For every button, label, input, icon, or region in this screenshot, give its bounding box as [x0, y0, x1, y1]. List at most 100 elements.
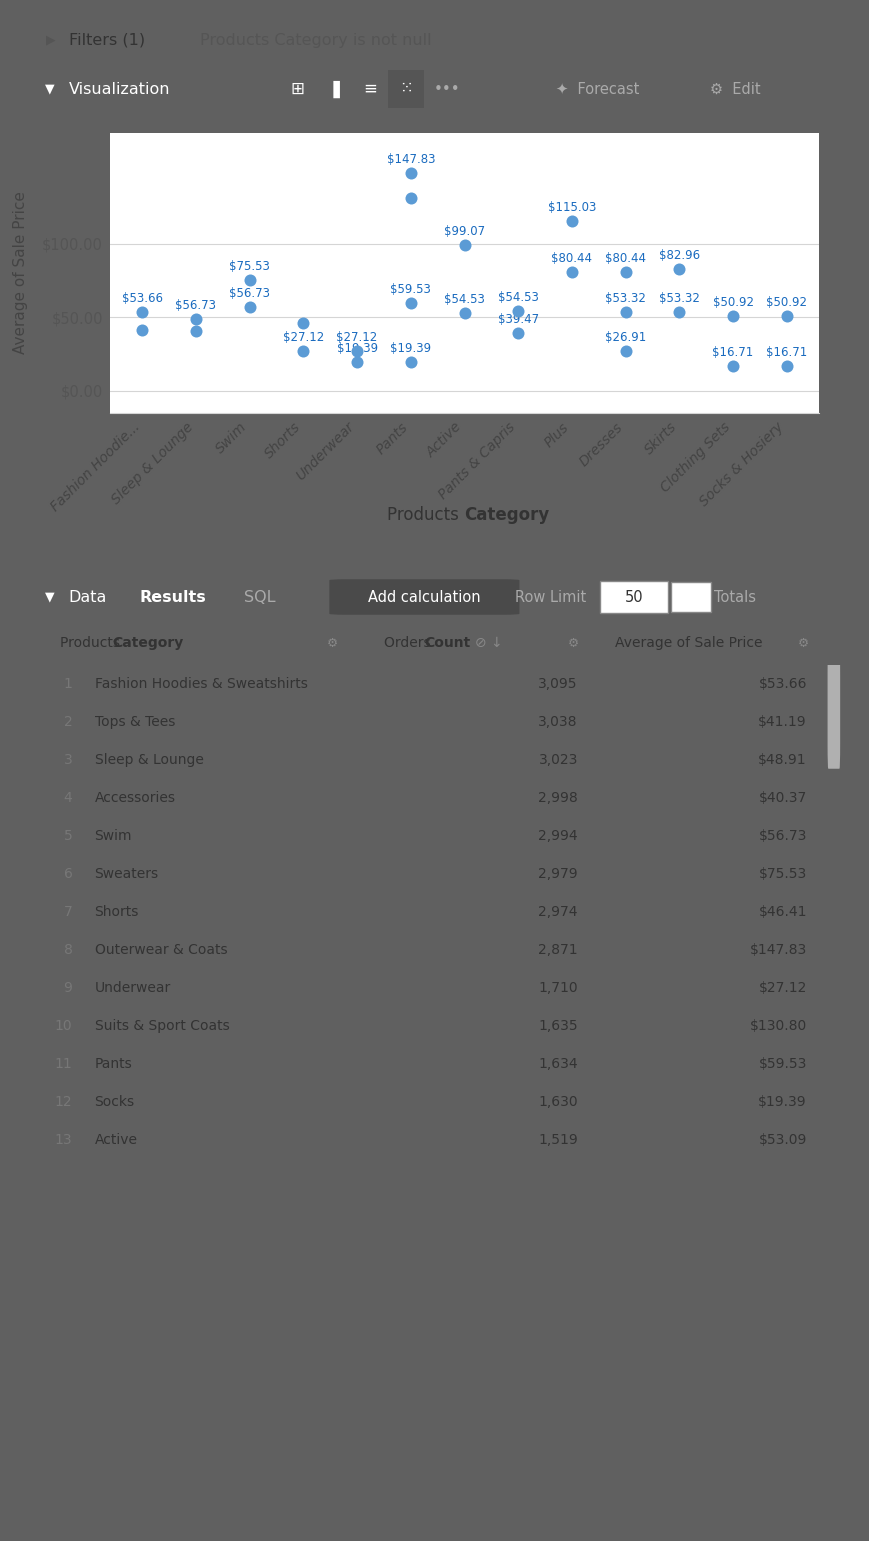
- Text: Suits & Sport Coats: Suits & Sport Coats: [95, 1019, 229, 1032]
- Text: 1: 1: [63, 676, 72, 690]
- Text: 3,038: 3,038: [539, 715, 578, 729]
- Text: $99.07: $99.07: [444, 225, 485, 237]
- Text: 6: 6: [63, 868, 72, 881]
- Text: $53.66: $53.66: [122, 291, 163, 305]
- Point: [136, 317, 149, 342]
- Text: Active: Active: [95, 1133, 137, 1147]
- Point: [189, 319, 202, 344]
- Text: $27.12: $27.12: [282, 331, 324, 344]
- Text: ⁙: ⁙: [399, 80, 413, 99]
- Point: [296, 339, 310, 364]
- Point: [511, 299, 525, 324]
- Point: [404, 160, 418, 185]
- Text: $54.53: $54.53: [498, 291, 539, 304]
- Text: 50: 50: [625, 590, 644, 604]
- Text: 3,095: 3,095: [539, 676, 578, 690]
- Point: [458, 300, 472, 325]
- Text: $53.32: $53.32: [605, 293, 646, 305]
- Text: $53.09: $53.09: [759, 1133, 807, 1147]
- Point: [458, 233, 472, 257]
- Point: [619, 339, 633, 364]
- Text: 1,519: 1,519: [538, 1133, 578, 1147]
- Text: Filters (1): Filters (1): [69, 32, 145, 48]
- Text: $16.71: $16.71: [766, 347, 807, 359]
- Text: Category: Category: [465, 505, 550, 524]
- Text: 2,994: 2,994: [538, 829, 578, 843]
- Text: $56.73: $56.73: [176, 299, 216, 311]
- Text: Sweaters: Sweaters: [95, 868, 159, 881]
- FancyBboxPatch shape: [329, 579, 520, 615]
- Text: $53.32: $53.32: [659, 293, 700, 305]
- Text: 7: 7: [63, 905, 72, 918]
- Text: $40.37: $40.37: [759, 791, 807, 804]
- Text: Fashion Hoodies & Sweatshirts: Fashion Hoodies & Sweatshirts: [95, 676, 308, 690]
- Text: $80.44: $80.44: [552, 253, 593, 265]
- Text: $48.91: $48.91: [759, 754, 807, 767]
- Text: Tops & Tees: Tops & Tees: [95, 715, 175, 729]
- FancyBboxPatch shape: [827, 650, 840, 769]
- Text: ⊘ ↓: ⊘ ↓: [475, 636, 503, 650]
- Text: Results: Results: [139, 590, 206, 604]
- Text: $115.03: $115.03: [547, 202, 596, 214]
- Text: $39.47: $39.47: [498, 313, 539, 325]
- Point: [619, 260, 633, 285]
- Text: Orders: Orders: [384, 636, 435, 650]
- Text: 8: 8: [63, 943, 72, 957]
- Point: [404, 291, 418, 316]
- Text: Category: Category: [112, 636, 183, 650]
- Text: ✦  Forecast: ✦ Forecast: [556, 82, 640, 97]
- Text: 1,710: 1,710: [538, 982, 578, 995]
- Point: [136, 299, 149, 324]
- Text: $59.53: $59.53: [390, 284, 431, 296]
- Text: 2,998: 2,998: [538, 791, 578, 804]
- Text: ▼: ▼: [44, 83, 54, 96]
- Point: [350, 350, 364, 374]
- Point: [779, 304, 793, 328]
- Text: $27.12: $27.12: [336, 331, 378, 344]
- Text: ≡: ≡: [363, 80, 377, 99]
- Text: $16.71: $16.71: [713, 347, 753, 359]
- Text: ⚙: ⚙: [799, 636, 809, 649]
- Text: $75.53: $75.53: [759, 868, 807, 881]
- Text: 3: 3: [63, 754, 72, 767]
- Text: $54.53: $54.53: [444, 293, 485, 305]
- Point: [619, 300, 633, 325]
- Text: $147.83: $147.83: [750, 943, 807, 957]
- Text: $19.39: $19.39: [336, 342, 378, 356]
- Point: [404, 186, 418, 211]
- Text: $26.91: $26.91: [605, 331, 647, 344]
- Point: [565, 210, 579, 234]
- Text: Data: Data: [69, 590, 107, 604]
- Text: Shorts: Shorts: [95, 905, 139, 918]
- Text: 1,634: 1,634: [538, 1057, 578, 1071]
- Text: 1,630: 1,630: [538, 1096, 578, 1110]
- Point: [189, 307, 202, 331]
- Text: 9: 9: [63, 982, 72, 995]
- Text: $19.39: $19.39: [390, 342, 431, 356]
- Text: 12: 12: [55, 1096, 72, 1110]
- Text: 2,974: 2,974: [539, 905, 578, 918]
- Text: $50.92: $50.92: [713, 296, 753, 308]
- FancyBboxPatch shape: [600, 581, 668, 613]
- Text: 5: 5: [63, 829, 72, 843]
- Text: 11: 11: [55, 1057, 72, 1071]
- Text: Underwear: Underwear: [95, 982, 171, 995]
- Text: Visualization: Visualization: [69, 82, 170, 97]
- Text: Accessories: Accessories: [95, 791, 176, 804]
- Text: $75.53: $75.53: [229, 259, 270, 273]
- Text: Products: Products: [388, 505, 465, 524]
- Text: $53.66: $53.66: [759, 676, 807, 690]
- Text: Average of Sale Price: Average of Sale Price: [614, 636, 762, 650]
- Text: ▶: ▶: [46, 34, 56, 46]
- Text: $59.53: $59.53: [759, 1057, 807, 1071]
- Text: Swim: Swim: [95, 829, 132, 843]
- Text: $27.12: $27.12: [759, 982, 807, 995]
- Text: 10: 10: [55, 1019, 72, 1032]
- Point: [242, 267, 256, 291]
- FancyBboxPatch shape: [671, 582, 711, 612]
- Text: 1,635: 1,635: [538, 1019, 578, 1032]
- Point: [673, 300, 687, 325]
- Text: ▼: ▼: [44, 590, 54, 604]
- Point: [779, 354, 793, 379]
- Text: $56.73: $56.73: [759, 829, 807, 843]
